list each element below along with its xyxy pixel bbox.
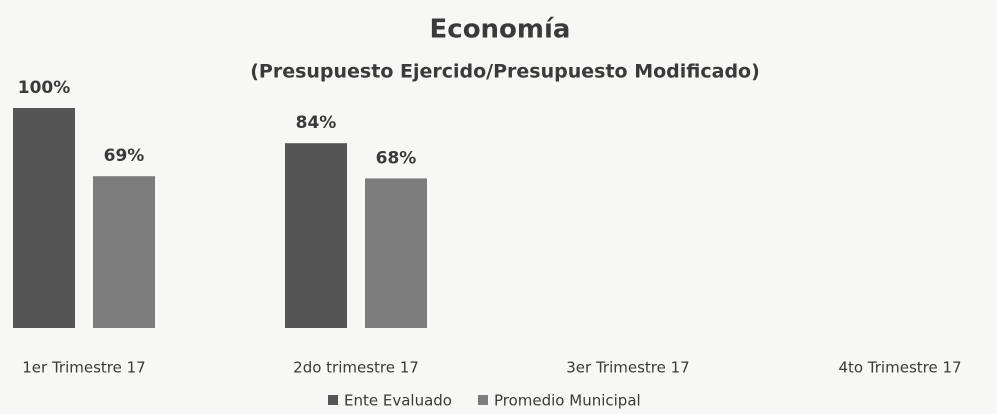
x-tick-label: 2do trimestre 17	[293, 359, 419, 377]
bar	[93, 176, 155, 328]
value-label: 69%	[104, 146, 145, 166]
x-tick-label: 1er Trimestre 17	[22, 359, 145, 377]
bar	[285, 143, 347, 328]
value-label: 100%	[18, 78, 71, 98]
bar	[13, 108, 75, 328]
bar	[365, 178, 427, 328]
value-label: 84%	[296, 113, 337, 133]
chart-title: Economía	[430, 15, 571, 45]
legend-swatch	[328, 395, 338, 405]
x-tick-label: 4to Trimestre 17	[838, 359, 961, 377]
legend-label: Promedio Municipal	[494, 392, 641, 410]
chart-subtitle: (Presupuesto Ejercido/Presupuesto Modifi…	[250, 61, 760, 83]
value-label: 68%	[376, 148, 417, 168]
legend-label: Ente Evaluado	[344, 392, 452, 410]
legend-swatch	[477, 395, 488, 405]
x-tick-label: 3er Trimestre 17	[566, 359, 689, 377]
